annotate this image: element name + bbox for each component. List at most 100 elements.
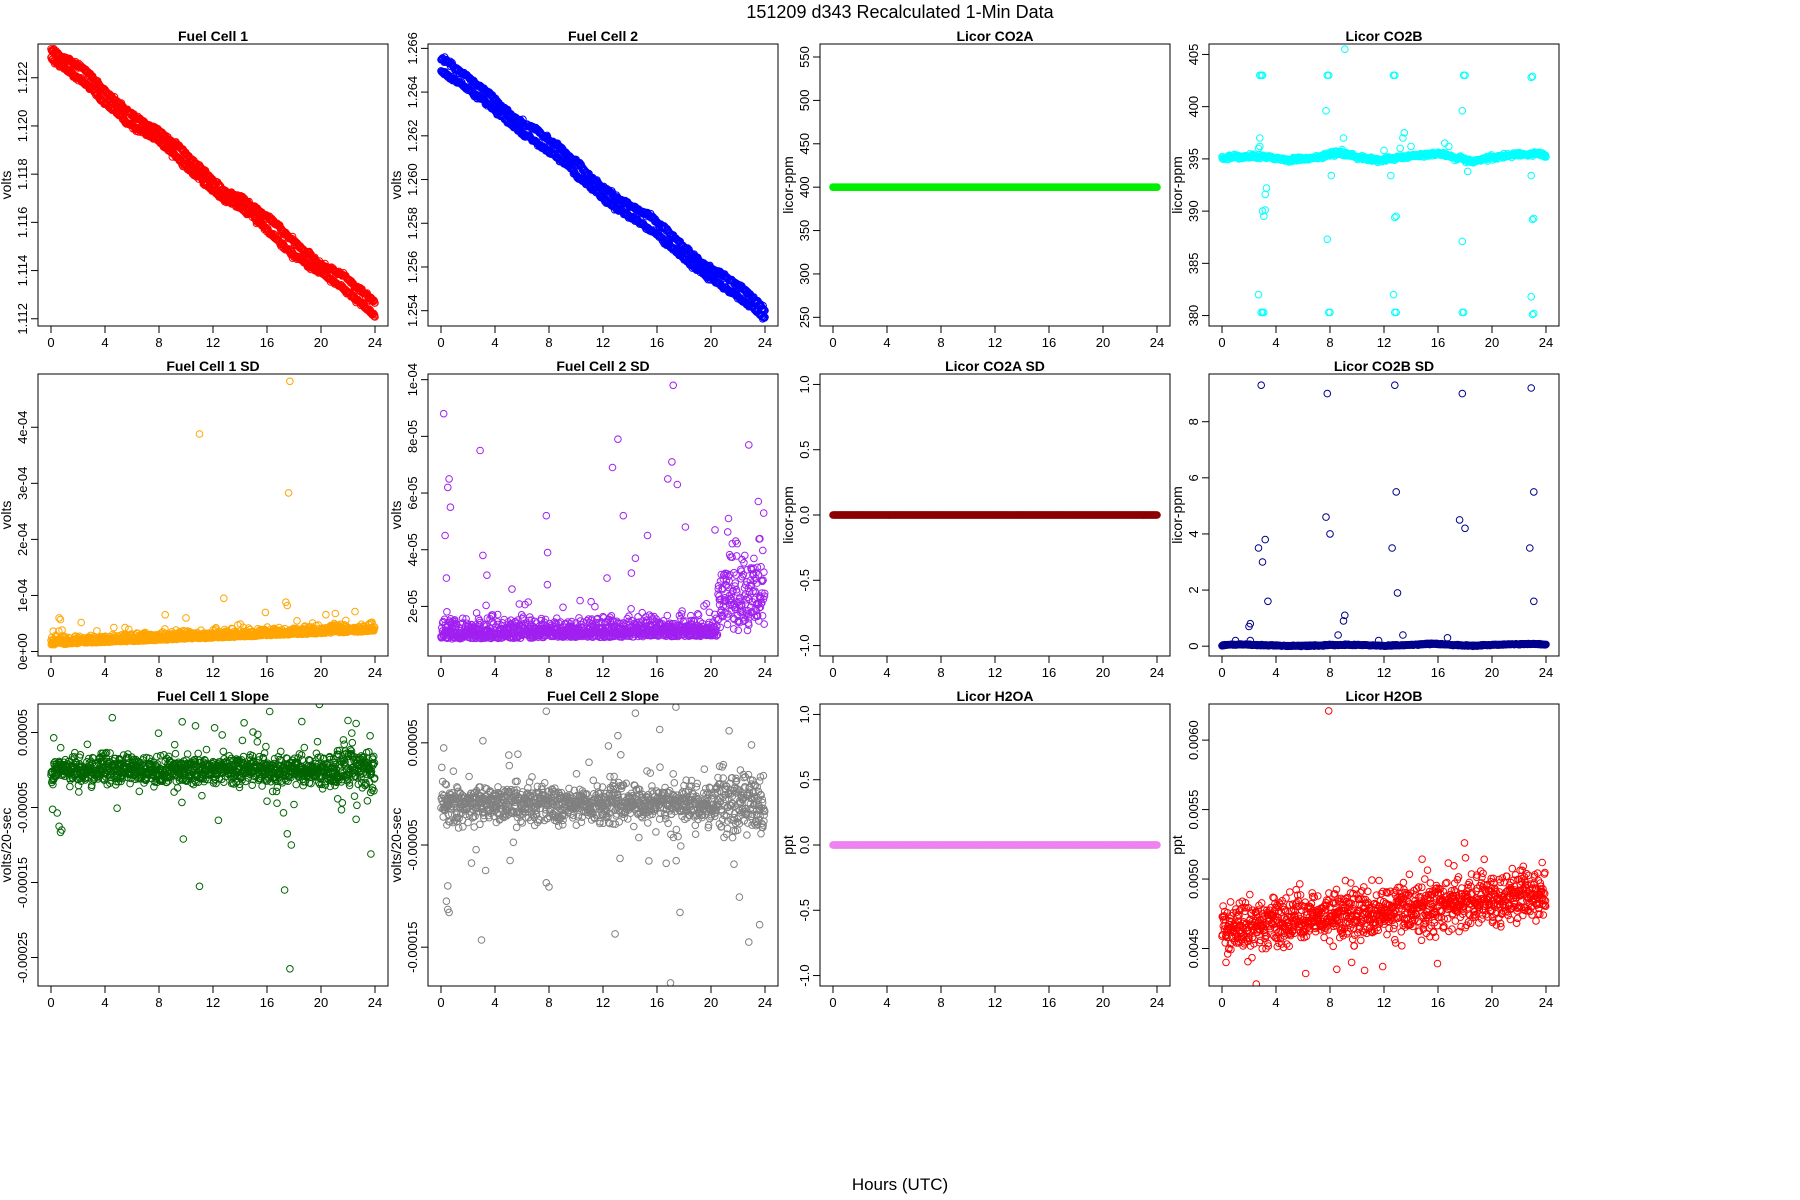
series-2-point — [1528, 72, 1537, 81]
x-tick-label: 16 — [650, 335, 664, 350]
x-tick-label: 20 — [704, 335, 718, 350]
x-tick-label: 16 — [1042, 335, 1056, 350]
series-2-point — [1326, 308, 1334, 317]
y-tick-label: 395 — [1186, 148, 1201, 170]
y-tick-label: 380 — [1186, 305, 1201, 327]
figure-title: 151209 d343 Recalculated 1-Min Data — [746, 2, 1054, 22]
series-2-point — [1260, 308, 1268, 317]
y-axis-label: volts — [0, 171, 14, 200]
series-1-point — [110, 623, 118, 632]
data-points — [47, 45, 379, 321]
series-1-point — [1153, 183, 1161, 191]
series-2-point — [1391, 71, 1399, 80]
series-3-point — [1254, 144, 1263, 153]
series-2-point — [1527, 171, 1535, 180]
series-1-point — [55, 627, 63, 636]
series-2-point — [1341, 45, 1349, 54]
series-1-point — [261, 608, 270, 617]
y-tick-label: 405 — [1186, 44, 1201, 66]
series-2-point — [1528, 215, 1537, 224]
panel-title: Fuel Cell 2 — [568, 28, 638, 44]
series-2-point — [759, 301, 767, 310]
series-2-point — [1327, 171, 1336, 180]
x-tick-label: 0 — [829, 335, 836, 350]
x-tick-label: 4 — [1272, 335, 1279, 350]
x-tick-label: 16 — [1431, 335, 1445, 350]
series-2-point — [1392, 212, 1400, 221]
series-2-point — [371, 299, 379, 307]
series-2-point — [1258, 71, 1267, 80]
series-2-point — [1261, 206, 1269, 214]
series-1-point — [77, 618, 85, 627]
series-3-point — [1400, 129, 1409, 137]
y-tick-label: 1.256 — [405, 251, 420, 284]
x-tick-label: 8 — [1326, 335, 1333, 350]
series-1-point — [369, 309, 378, 318]
series-2-point — [1463, 167, 1472, 176]
y-axis-label: volts — [388, 171, 404, 200]
x-tick-label: 4 — [491, 335, 498, 350]
y-tick-label: 1.118 — [15, 158, 30, 190]
data-points — [1218, 45, 1550, 319]
y-tick-label: 1.258 — [405, 207, 420, 240]
series-2-point — [1323, 235, 1332, 244]
x-tick-label: 12 — [596, 335, 610, 350]
y-tick-label: 1.112 — [15, 303, 30, 335]
panel-title: Fuel Cell 1 SD — [166, 358, 259, 374]
series-1-point — [371, 313, 379, 321]
series-3-point — [1407, 142, 1415, 151]
series-2-point — [1389, 290, 1398, 299]
x-tick-label: 0 — [437, 335, 444, 350]
x-tick-label: 20 — [1485, 335, 1499, 350]
x-tick-label: 0 — [1218, 335, 1225, 350]
x-tick-label: 16 — [260, 335, 274, 350]
series-2-point — [1391, 213, 1399, 222]
y-tick-label: 400 — [1186, 96, 1201, 118]
series-2-point — [1528, 310, 1537, 319]
series-2-point — [1458, 107, 1467, 115]
y-tick-label: 1.114 — [15, 255, 30, 287]
data-points — [829, 183, 1161, 191]
x-tick-label: 8 — [545, 335, 552, 350]
series-3-point — [1338, 145, 1346, 154]
y-tick-label: 1.260 — [405, 163, 420, 196]
x-tick-label: 24 — [1150, 335, 1164, 350]
y-tick-label: 390 — [1186, 200, 1201, 222]
series-2-point — [1459, 308, 1468, 317]
y-tick-label: 300 — [797, 263, 812, 285]
series-2-point — [1387, 171, 1395, 180]
data-points — [437, 53, 769, 323]
figure-x-axis-label: Hours (UTC) — [852, 1175, 948, 1194]
series-2-point — [1322, 107, 1330, 115]
x-tick-label: 20 — [1096, 335, 1110, 350]
y-tick-label: 1.266 — [405, 32, 420, 65]
y-tick-label: 1.254 — [405, 294, 420, 327]
x-tick-label: 0 — [47, 335, 54, 350]
series-3-point — [1256, 142, 1264, 151]
series-2-point — [1261, 190, 1269, 199]
series-2-point — [1530, 214, 1538, 223]
panel-fuel-cell-1: Fuel Cell 10 4 8 12 16 20 241.1121.1141.1161.1… — [0, 28, 389, 350]
y-tick-label: 1.116 — [15, 207, 30, 239]
series-3-point — [1445, 142, 1453, 151]
x-tick-label: 4 — [101, 335, 108, 350]
x-tick-label: 12 — [1377, 335, 1391, 350]
series-1-point — [49, 627, 58, 636]
x-tick-label: 12 — [206, 335, 220, 350]
x-tick-label: 8 — [937, 335, 944, 350]
series-2-point — [1254, 290, 1263, 299]
series-1-point — [161, 625, 169, 633]
series-1-point — [161, 611, 169, 619]
series-2-point — [1527, 293, 1535, 301]
panel-title: Fuel Cell 1 — [178, 28, 248, 44]
y-tick-label: 250 — [797, 306, 812, 328]
y-axis-label: licor-ppm — [780, 156, 796, 214]
series-2-point — [1256, 134, 1264, 142]
series-2-point — [288, 232, 297, 241]
x-tick-label: 24 — [1539, 335, 1553, 350]
series-2-point — [1339, 134, 1348, 142]
